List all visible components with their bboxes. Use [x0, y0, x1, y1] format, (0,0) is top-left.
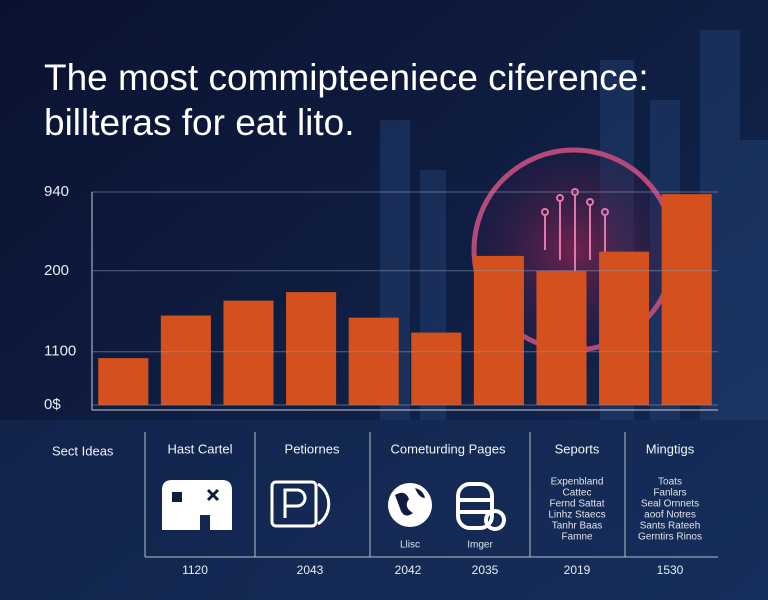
y-tick-label: 0$	[44, 396, 61, 413]
y-tick-label: 940	[44, 183, 69, 200]
bar	[98, 358, 149, 405]
icon-database	[456, 482, 506, 531]
background-skyline	[0, 30, 768, 600]
list-item: aoof Notres	[644, 510, 696, 521]
bar	[536, 270, 587, 405]
icon-building	[162, 480, 232, 530]
title-line: The most commipteeniece ciference:	[44, 57, 649, 98]
list-item: Toats	[658, 477, 682, 488]
row-label: Sect Ideas	[52, 443, 114, 458]
footer-number: 2035	[472, 563, 499, 577]
list-item: Famne	[561, 532, 593, 543]
footer-number: 1120	[182, 563, 208, 577]
bar	[223, 300, 274, 405]
footer-number: 1530	[657, 563, 684, 577]
footer-number: 2019	[564, 563, 591, 577]
bar	[661, 194, 712, 405]
column-header: Seports	[555, 441, 600, 456]
list-item: Expenbland	[551, 477, 604, 488]
icon-parking	[270, 480, 331, 528]
column-header: Mingtigs	[646, 441, 695, 456]
bar	[286, 292, 337, 405]
list-item: Sants Rateeh	[640, 521, 701, 532]
bars	[98, 194, 712, 405]
list-item: Fanlars	[653, 488, 686, 499]
icon-caption: Llisc	[400, 540, 420, 551]
table-lines	[144, 432, 718, 558]
y-tick-label: 1100	[44, 343, 76, 360]
list-item: Tanhr Baas	[552, 521, 603, 532]
list-item: Fernd Sattat	[549, 499, 604, 510]
column-header: Petiornes	[285, 441, 340, 456]
title-line: billteras for eat lito.	[44, 102, 355, 143]
bar	[160, 315, 211, 405]
list-item: Seal Ornnets	[641, 499, 699, 510]
icon-globe	[388, 483, 432, 527]
footer-number: 2043	[297, 563, 324, 577]
list-item: Cattec	[563, 488, 592, 499]
list-item: Gerntirs Rinos	[638, 532, 702, 543]
bar	[473, 255, 524, 405]
column-header: Hast Cartel	[167, 441, 232, 456]
bar	[599, 251, 650, 405]
y-tick-label: 200	[44, 262, 69, 279]
list-item: Linhz Staecs	[548, 510, 605, 521]
footer-number: 2042	[395, 563, 422, 577]
icon-caption: Imger	[467, 540, 493, 551]
bar	[411, 332, 462, 405]
column-header: Cometurding Pages	[391, 441, 506, 456]
bar	[348, 317, 399, 405]
